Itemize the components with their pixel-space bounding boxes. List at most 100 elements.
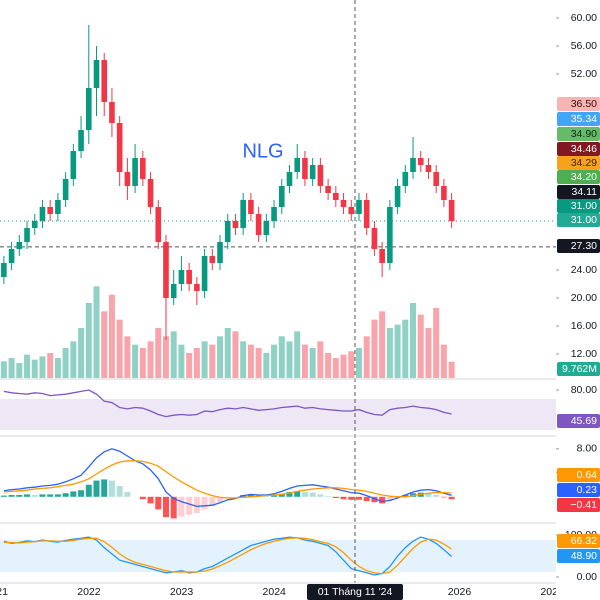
- volume-bar: [332, 358, 339, 378]
- price-label-box: [557, 362, 600, 376]
- candle-body: [116, 122, 123, 172]
- volume-bar: [132, 344, 139, 378]
- volume-bar: [363, 336, 370, 378]
- y-tick-label: 60.00: [571, 12, 597, 24]
- macd-histogram-bar: [31, 495, 38, 497]
- macd-histogram-bar: [101, 479, 108, 497]
- macd-histogram-bar: [402, 495, 409, 497]
- candle-body: [394, 185, 401, 207]
- volume-bar: [209, 344, 216, 378]
- candle-body: [186, 269, 192, 284]
- price-label: 36.50: [571, 98, 597, 110]
- candle-body: [356, 199, 362, 214]
- volume-bar: [271, 344, 278, 378]
- y-tick-label: 8.00: [577, 443, 598, 455]
- rsi-band: [0, 399, 556, 430]
- candle-body: [448, 199, 455, 221]
- price-label-box: [557, 127, 600, 141]
- price-label-box: [557, 185, 600, 199]
- price-label: 66.32: [571, 535, 597, 547]
- volume-bar: [240, 341, 247, 378]
- candle-body: [425, 164, 432, 172]
- candle-body: [309, 164, 316, 179]
- candle-body: [441, 185, 447, 200]
- price-label-box: [557, 414, 600, 428]
- candle-body: [417, 157, 424, 165]
- candle-body: [402, 171, 409, 186]
- axis-corner: [556, 584, 600, 600]
- macd-histogram-bar: [170, 496, 177, 519]
- y-tick-label: 56.00: [571, 40, 597, 52]
- macd-histogram-bar: [317, 494, 324, 497]
- macd-histogram-bar: [16, 495, 23, 497]
- price-label-box: [557, 549, 600, 563]
- volume-bar: [78, 328, 85, 378]
- signal-line: [3, 460, 452, 499]
- macd-histogram-bar: [371, 496, 378, 503]
- price-label: 0.64: [577, 469, 598, 481]
- volume-bar: [379, 311, 386, 378]
- macd-histogram-bar: [39, 494, 46, 497]
- macd-histogram-bar: [247, 494, 254, 497]
- volume-bar: [402, 319, 409, 378]
- stoch-k-line: [3, 536, 453, 576]
- candle-body: [224, 220, 231, 242]
- volume-bar: [217, 336, 224, 378]
- candle-body: [16, 241, 23, 249]
- price-axis: 60.00 56.00 52.00 24.00 20.00 16.00 12.00 80.00…: [556, 0, 600, 600]
- volume-bar: [201, 341, 208, 378]
- candle-body: [379, 248, 385, 263]
- price-label-box: [557, 468, 600, 482]
- candle-body: [371, 227, 378, 249]
- candle-body: [85, 87, 92, 130]
- candle-body: [163, 241, 169, 298]
- volume-bar: [170, 331, 177, 378]
- candle-body: [248, 199, 254, 214]
- macd-histogram-bar: [425, 493, 432, 497]
- candle-body: [263, 220, 270, 235]
- volume-bar: [317, 341, 324, 378]
- volume-bar: [371, 319, 378, 378]
- candle-body: [348, 206, 355, 214]
- volume-bar: [0, 361, 7, 378]
- candle-body: [363, 199, 370, 228]
- crosshair-label-box: [307, 584, 403, 600]
- candle-body: [340, 199, 347, 207]
- macd-histogram-bar: [355, 496, 362, 500]
- macd-histogram-bar: [139, 496, 146, 500]
- macd-histogram-bar: [332, 496, 339, 498]
- volume-bar: [394, 324, 401, 378]
- volume-bar: [425, 328, 432, 378]
- candle-body: [140, 157, 146, 179]
- candle-body: [325, 185, 331, 193]
- price-label-box: [557, 142, 600, 156]
- volume-bar: [31, 359, 38, 378]
- volume-bar: [139, 348, 146, 378]
- candle-body: [302, 157, 308, 179]
- volume-bar: [186, 353, 193, 378]
- volume-bar: [224, 328, 231, 378]
- macd-histogram-bar: [24, 494, 31, 497]
- candle-body: [124, 171, 131, 186]
- candle-body: [178, 269, 185, 284]
- price-label: 27.30: [571, 240, 597, 252]
- rsi-line: [3, 389, 452, 418]
- macd-histogram-bar: [47, 494, 54, 497]
- macd-histogram-bar: [232, 496, 239, 498]
- price-label-box: [557, 498, 600, 512]
- x-tick-label: 2026: [448, 586, 472, 598]
- price-label: 34.29: [571, 157, 597, 169]
- candle-body: [62, 178, 69, 200]
- volume-bar: [433, 308, 440, 378]
- x-tick-label: 2023: [170, 586, 194, 598]
- candle-body: [55, 199, 61, 214]
- candle-body: [1, 262, 7, 277]
- volume-bar: [85, 303, 92, 378]
- candle-body: [232, 220, 239, 228]
- x-tick-label: 2022: [77, 586, 101, 598]
- volume-bar: [417, 314, 424, 378]
- macd-histogram-bar: [70, 491, 77, 497]
- volume-bar: [108, 294, 115, 378]
- macd-histogram-bar: [363, 496, 370, 501]
